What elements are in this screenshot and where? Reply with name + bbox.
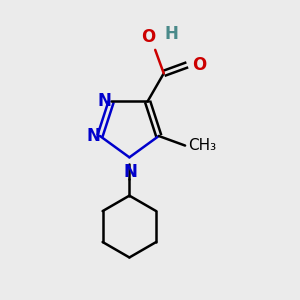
Text: CH₃: CH₃ xyxy=(188,138,216,153)
Text: N: N xyxy=(87,127,100,145)
Text: O: O xyxy=(192,56,206,74)
Text: N: N xyxy=(98,92,112,110)
Text: H: H xyxy=(164,26,178,44)
Text: N: N xyxy=(123,163,137,181)
Text: O: O xyxy=(141,28,155,46)
